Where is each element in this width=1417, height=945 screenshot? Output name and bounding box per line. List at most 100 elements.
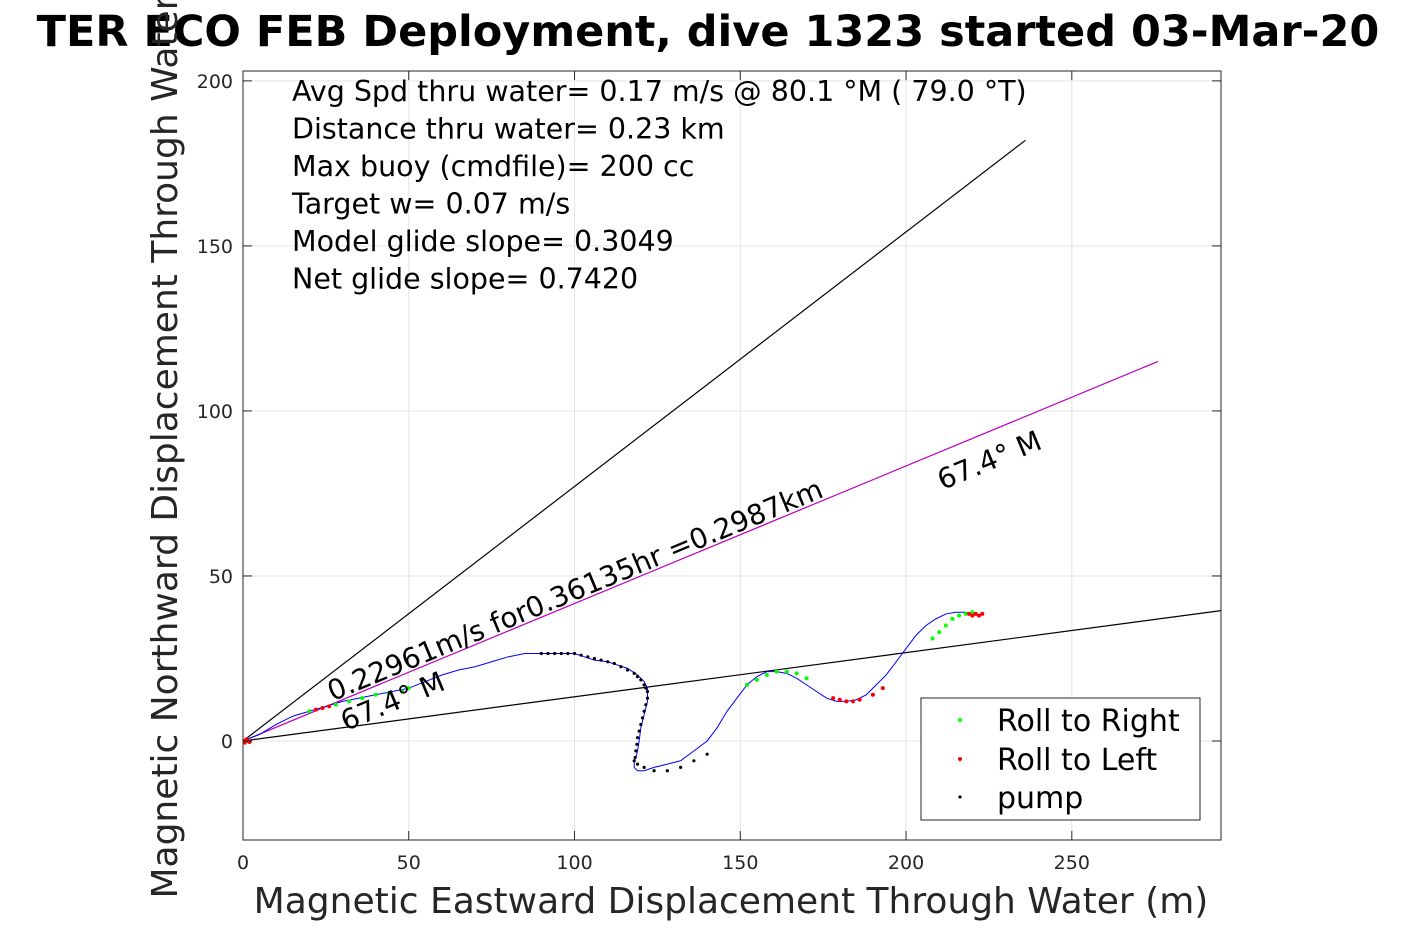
point-pump [634,749,638,753]
info-line-net-glide: Net glide slope= 0.7420 [292,263,638,296]
point-roll-to-left [313,707,318,712]
point-pump [539,651,543,656]
reference-line [243,610,1221,742]
point-pump [579,653,583,657]
legend: Roll to Right Roll to Left pump [920,697,1201,821]
legend-marker-roll-left [958,757,962,761]
chart-title: TER ECO FEB Deployment, dive 1323 starte… [37,7,1380,57]
point-roll-to-right [957,613,962,618]
point-pump [546,651,550,656]
point-roll-to-left [831,696,836,701]
point-pump [606,660,610,664]
point-roll-to-left [973,611,978,616]
point-pump [635,762,640,766]
y-axis-label: Magnetic Northward Displacement Through … [145,0,186,899]
y-tick-label: 100 [197,401,233,423]
point-pump [644,686,648,690]
legend-label-pump: pump [997,781,1083,816]
point-roll-to-right [347,699,352,704]
x-tick-label: 200 [888,852,924,874]
point-pump [639,678,643,682]
x-tick-label: 150 [722,852,758,874]
point-roll-to-right [307,709,312,714]
x-tick-label: 100 [556,852,592,874]
point-roll-to-right [804,676,809,681]
point-roll-to-left [857,697,862,702]
info-line-avg-speed: Avg Spd thru water= 0.17 m/s @ 80.1 °M (… [292,75,1027,108]
point-roll-to-right [400,689,405,694]
info-line-distance: Distance thru water= 0.23 km [292,113,725,146]
axis-ticks: 0 50 100 150 200 250 0 50 100 150 200 [197,71,1221,874]
y-tick-label: 0 [221,731,233,753]
point-pump [553,651,557,656]
data-series [243,610,985,773]
point-roll-to-left [980,611,985,616]
point-pump [586,655,590,659]
point-pump [652,769,656,773]
point-roll-to-right [373,692,378,697]
y-tick-label: 150 [197,236,233,258]
point-pump [635,736,640,740]
point-roll-to-left [320,705,325,710]
legend-label-roll-right: Roll to Right [997,704,1180,739]
point-roll-to-right [943,623,948,628]
point-roll-to-right [764,672,769,677]
point-pump [632,671,636,675]
reference-line [243,139,1026,742]
point-pump [599,658,603,662]
point-pump [572,651,577,656]
point-pump [635,675,640,679]
point-roll-to-right [930,636,935,641]
reference-lines [243,139,1221,742]
point-pump [705,752,709,756]
x-tick-label: 250 [1054,852,1090,874]
point-roll-to-right [754,677,759,682]
point-pump [645,689,650,694]
point-pump [559,651,563,656]
point-roll-to-left [970,613,975,618]
point-pump [625,668,630,672]
y-tick-label: 50 [209,566,233,588]
point-roll-to-left [967,611,972,616]
point-pump [644,703,648,707]
point-pump [665,769,669,773]
point-roll-to-right [950,616,955,621]
point-roll-to-right [963,611,968,616]
point-roll-to-left [851,699,856,704]
info-line-max-buoy: Max buoy (cmdfile)= 200 cc [292,150,694,183]
point-pump [642,709,646,713]
point-pump [639,722,643,727]
point-roll-to-left [870,692,875,697]
reference-line [243,360,1159,742]
point-roll-to-left [837,697,842,702]
plot-frame [242,70,1222,841]
point-pump [635,742,639,746]
point-roll-to-left [243,740,247,745]
point-roll-to-left [844,699,849,704]
point-pump [642,765,646,769]
x-axis-label: Magnetic Eastward Displacement Through W… [254,881,1209,922]
info-line-target-w: Target w= 0.07 m/s [291,188,570,221]
point-roll-to-right [937,630,942,635]
x-tick-label: 50 [397,852,421,874]
x-tick-label: 0 [237,852,249,874]
point-pump [633,755,637,760]
point-pump [642,683,646,687]
point-roll-to-left [327,704,332,709]
point-pump [592,656,597,661]
point-roll-to-right [970,610,975,615]
point-roll-to-right [784,669,789,674]
point-roll-to-right [774,669,779,674]
series-line-track [243,611,983,772]
point-roll-to-right [406,686,411,691]
legend-label-roll-left: Roll to Left [997,743,1157,778]
info-line-model-glide: Model glide slope= 0.3049 [292,225,674,258]
legend-marker-roll-right [958,718,962,722]
point-pump [632,759,636,763]
info-text-block: Avg Spd thru water= 0.17 m/s @ 80.1 °M (… [291,75,1027,296]
point-roll-to-right [386,691,391,696]
point-pump [566,651,570,656]
point-roll-to-left [880,686,885,691]
point-roll-to-right [360,696,365,701]
point-pump [637,729,641,733]
